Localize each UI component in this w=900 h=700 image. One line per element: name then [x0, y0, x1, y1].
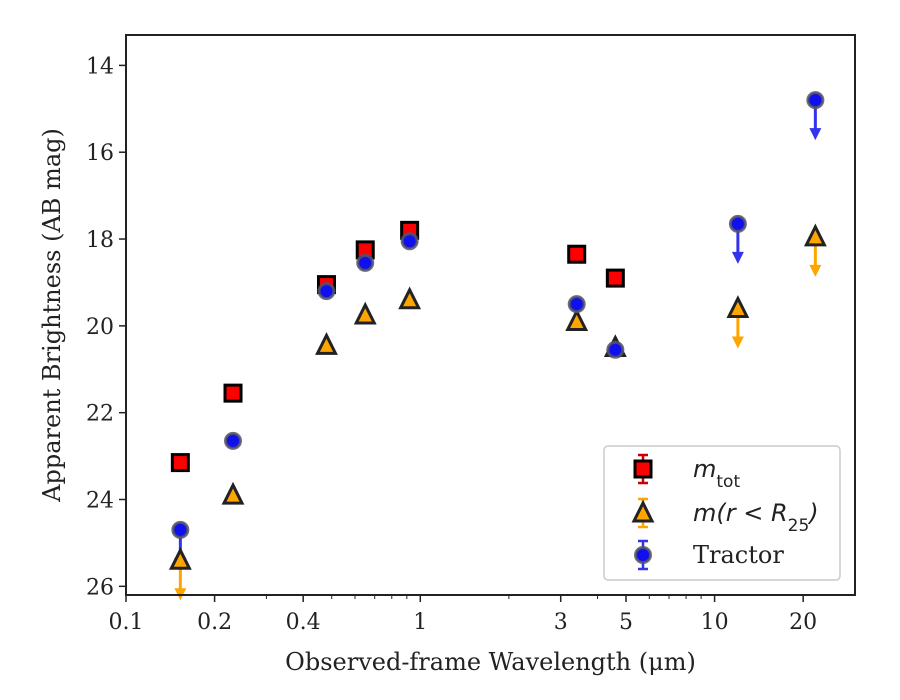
- limit-head: [731, 251, 744, 264]
- legend-label: mtot: [693, 455, 740, 492]
- legend-marker: [633, 459, 653, 479]
- x-tick-label: 10: [701, 610, 729, 635]
- y-tick-label: 24: [86, 488, 114, 513]
- legend-label: Tractor: [693, 541, 784, 569]
- mr25-point: [803, 223, 827, 247]
- tractor-point: [806, 91, 825, 110]
- x-tick-label: 0.2: [197, 610, 232, 635]
- mr25-point: [726, 295, 750, 318]
- tractor-point: [606, 340, 625, 359]
- tractor-point: [356, 253, 375, 272]
- x-tick-label: 0.4: [286, 610, 321, 635]
- x-tick-label: 3: [554, 610, 568, 635]
- mr25-point: [168, 546, 192, 570]
- mr25-point: [315, 332, 338, 355]
- legend-marker: [631, 499, 655, 523]
- tractor-point: [317, 282, 336, 301]
- x-tick-label: 1: [413, 610, 427, 635]
- y-tick-label: 18: [86, 228, 114, 253]
- plot-area: [168, 91, 827, 601]
- tractor-point: [400, 232, 419, 251]
- legend-box: [603, 445, 841, 581]
- limit-head: [731, 336, 744, 349]
- y-tick-label: 22: [86, 402, 114, 427]
- mr25-point: [398, 286, 422, 310]
- mr25-point: [565, 308, 589, 332]
- y-tick-label: 26: [86, 575, 114, 600]
- mtot-point: [605, 268, 625, 288]
- x-tick-label: 20: [789, 610, 817, 635]
- y-tick-label: 14: [86, 54, 114, 79]
- x-tick-label: 5: [619, 610, 633, 635]
- legend-marker: [634, 546, 652, 564]
- mtot-point: [170, 453, 190, 473]
- tractor-point: [728, 214, 747, 233]
- legend-label: m(r < R25): [693, 499, 819, 536]
- y-tick-label: 16: [86, 141, 114, 166]
- mr25-point: [221, 481, 245, 505]
- tractor-point: [171, 520, 190, 539]
- tractor-point: [224, 431, 243, 450]
- axis-ticks: 0.1 0.2 0.4 1 3 5 10 20 14 16 18 20 22 24 26: [86, 54, 817, 635]
- limit-head: [809, 128, 822, 141]
- x-axis-label: Observed-frame Wavelength (μm): [285, 648, 696, 676]
- mtot-point: [223, 383, 243, 403]
- y-tick-label: 20: [86, 315, 114, 340]
- mr25-point: [353, 301, 377, 325]
- y-axis-label: Apparent Brightness (AB mag): [38, 128, 66, 503]
- tractor-point: [567, 295, 586, 314]
- axes-frame: [125, 34, 856, 596]
- x-tick-label: 0.1: [109, 610, 144, 635]
- limit-head: [809, 264, 822, 277]
- legend: mtot m(r < R25) Tractor: [603, 445, 841, 581]
- mtot-point: [567, 244, 587, 264]
